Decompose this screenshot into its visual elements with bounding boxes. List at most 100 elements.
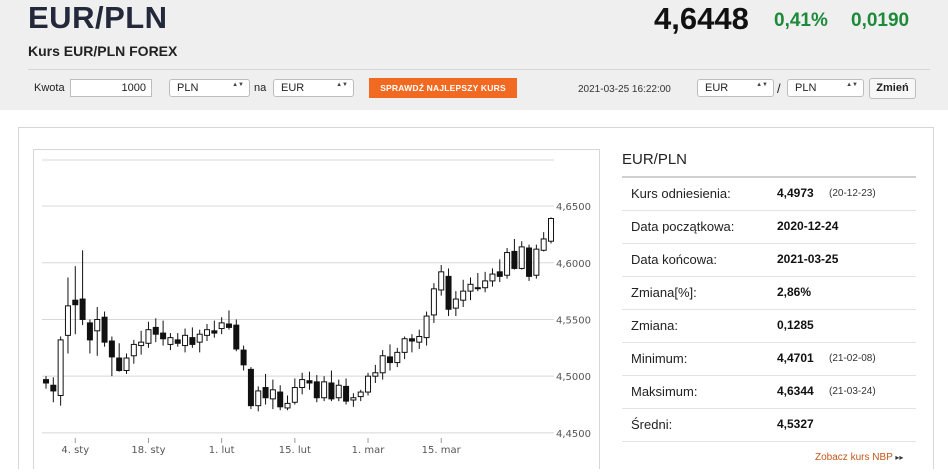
candle-body xyxy=(335,384,342,399)
info-row-start-date: Data początkowa: 2020-12-24 xyxy=(622,211,916,244)
candle-body xyxy=(496,271,503,277)
x-tick-label: 18. sty xyxy=(131,445,165,456)
info-label: Średni: xyxy=(631,417,673,432)
chart-container: 4,4500 4,5000 4,5500 4,6000 4,6500 4. sty 18. … xyxy=(33,149,600,469)
change-pair-button[interactable]: Zmień xyxy=(869,78,916,99)
candle-body xyxy=(277,391,284,408)
to-currency-select[interactable]: EUR ▲▼ xyxy=(273,79,354,97)
candle-body xyxy=(306,380,313,384)
y-tick-label: 4,5000 xyxy=(556,372,591,383)
to-currency-value: EUR xyxy=(281,82,305,94)
change-absolute: 0,0190 xyxy=(851,10,910,31)
candle-body xyxy=(101,316,108,343)
candle-body xyxy=(86,322,93,341)
candle-body xyxy=(474,287,481,290)
candle-body xyxy=(372,372,379,377)
candle-body xyxy=(167,337,174,345)
candle-body xyxy=(262,387,269,399)
page-subtitle: Kurs EUR/PLN FOREX xyxy=(28,43,178,59)
timestamp: 2021-03-25 16:22:00 xyxy=(578,84,671,95)
candle-body xyxy=(482,280,489,289)
candle-body xyxy=(540,238,547,251)
candle-body xyxy=(452,298,459,309)
candle-body xyxy=(365,375,372,393)
info-value: 2,86% xyxy=(777,285,812,299)
info-value: 4,5327 xyxy=(777,417,814,431)
candle-body xyxy=(401,338,408,353)
candle-body xyxy=(64,305,71,336)
info-label: Data początkowa: xyxy=(631,219,735,234)
info-row-change: Zmiana: 0,1285 xyxy=(622,310,916,343)
info-value: 0,1285 xyxy=(777,318,814,332)
candle-body xyxy=(526,247,533,277)
candle-body xyxy=(123,357,130,372)
info-value: 4,4701 xyxy=(777,351,814,365)
x-tick-label: 1. lut xyxy=(209,445,235,456)
y-tick-label: 4,6000 xyxy=(556,259,591,270)
candle-body xyxy=(211,330,218,334)
nbp-link-text: Zobacz kurs NBP xyxy=(815,452,893,463)
double-chevron-right-icon: ▸▸ xyxy=(895,453,904,462)
candle-body xyxy=(299,379,306,389)
amount-label: Kwota xyxy=(34,82,65,94)
candle-body xyxy=(72,299,79,306)
candle-body xyxy=(233,324,240,350)
candle-body xyxy=(138,341,145,347)
candle-body xyxy=(489,273,496,282)
candle-body xyxy=(379,355,386,374)
candle-body xyxy=(94,318,101,332)
nbp-rate-link[interactable]: Zobacz kurs NBP ▸▸ xyxy=(815,452,903,463)
info-value: 4,4973 xyxy=(777,186,814,200)
candle-body xyxy=(116,357,123,372)
candle-body xyxy=(445,275,452,310)
info-label: Maksimum: xyxy=(631,384,698,399)
pair-separator: / xyxy=(777,81,781,96)
candle-body xyxy=(284,402,291,409)
candle-body xyxy=(548,218,554,242)
amount-input[interactable] xyxy=(70,79,152,97)
candle-body xyxy=(218,322,225,330)
candle-body xyxy=(386,356,393,364)
candle-body xyxy=(321,381,328,399)
info-row-average: Średni: 4,5327 xyxy=(622,409,916,442)
info-label: Zmiana: xyxy=(631,318,678,333)
pair-quote-select[interactable]: PLN ▲▼ xyxy=(787,79,864,97)
content-panel xyxy=(18,127,934,469)
candle-body xyxy=(423,315,430,339)
candle-body xyxy=(269,389,276,400)
pair-base-value: EUR xyxy=(705,82,729,94)
from-currency-select[interactable]: PLN ▲▼ xyxy=(169,79,250,97)
y-tick-label: 4,6500 xyxy=(556,202,591,213)
info-label: Zmiana[%]: xyxy=(631,285,697,300)
candle-body xyxy=(196,333,203,343)
info-label: Kurs odniesienia: xyxy=(631,186,731,201)
candle-body xyxy=(533,248,540,276)
select-arrows-icon: ▲▼ xyxy=(336,82,348,88)
candle-body xyxy=(160,332,167,340)
best-rate-button[interactable]: SPRAWDŹ NAJLEPSZY KURS xyxy=(369,78,517,98)
pair-quote-value: PLN xyxy=(795,82,817,94)
info-value: 2021-03-25 xyxy=(777,252,839,266)
candle-body xyxy=(145,329,152,344)
from-currency-value: PLN xyxy=(177,82,199,94)
candle-body xyxy=(130,343,137,357)
info-row-minimum: Minimum: 4,4701 (21-02-08) xyxy=(622,343,916,376)
candle-body xyxy=(460,290,467,301)
info-row-maximum: Maksimum: 4,6344 (21-03-24) xyxy=(622,376,916,409)
y-tick-label: 4,5500 xyxy=(556,315,591,326)
pair-base-select[interactable]: EUR ▲▼ xyxy=(697,79,774,97)
candle-body xyxy=(225,323,232,328)
candlestick-chart: 4,4500 4,5000 4,5500 4,6000 4,6500 4. sty 18. … xyxy=(42,159,591,456)
candle-body xyxy=(504,252,511,276)
x-tick-label: 4. sty xyxy=(61,445,89,456)
current-rate: 4,6448 xyxy=(654,1,749,36)
candle-body xyxy=(511,250,518,269)
x-tick-label: 1. mar xyxy=(352,445,386,456)
candle-body xyxy=(343,385,350,402)
candle-body xyxy=(291,387,298,403)
candle-body xyxy=(394,351,401,364)
candle-body xyxy=(357,391,364,398)
candle-body xyxy=(467,283,474,292)
select-arrows-icon: ▲▼ xyxy=(846,82,858,88)
candle-body xyxy=(416,335,423,343)
